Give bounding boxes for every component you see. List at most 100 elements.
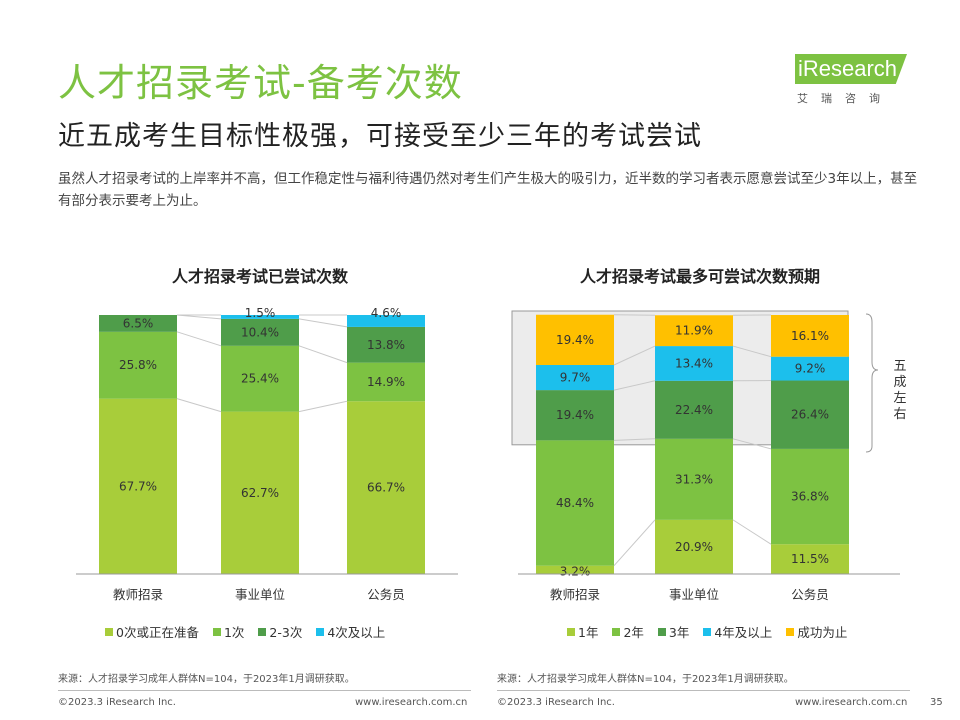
legend-item: 3年 bbox=[657, 622, 690, 641]
legend-swatch bbox=[657, 627, 666, 636]
bar-segment bbox=[655, 315, 733, 347]
bar-segment bbox=[655, 346, 733, 381]
bar-segment bbox=[347, 326, 425, 363]
data-label: 20.9% bbox=[675, 540, 713, 554]
legend-swatch bbox=[703, 627, 712, 636]
category-label: 教师招录 bbox=[113, 587, 163, 602]
chart1-source: 来源：人才招录学习成年人群体N=104，于2023年1月调研获取。 bbox=[58, 674, 355, 685]
footer-website-left: www.iresearch.com.cn bbox=[355, 697, 468, 708]
bar-segment bbox=[99, 398, 177, 574]
data-label: 16.1% bbox=[791, 329, 829, 343]
bar-segment bbox=[655, 438, 733, 520]
category-label: 事业单位 bbox=[669, 587, 719, 602]
data-label: 6.5% bbox=[123, 316, 154, 330]
bar-segment bbox=[771, 356, 849, 381]
bar-segment bbox=[347, 401, 425, 574]
data-label: 48.4% bbox=[556, 496, 594, 510]
iresearch-logo: iResearch 艾瑞咨询 bbox=[793, 50, 913, 110]
connector-line bbox=[613, 519, 656, 567]
annotation-brace bbox=[865, 313, 879, 453]
data-label: 11.5% bbox=[791, 552, 829, 566]
legend-item: 2年 bbox=[612, 622, 644, 641]
legend-item: 4次及以上 bbox=[316, 622, 385, 641]
legend-label: 2年 bbox=[623, 625, 644, 640]
bar-segment bbox=[99, 331, 177, 399]
bar-segment bbox=[771, 544, 849, 574]
chart1-title: 人才招录考试已尝试次数 bbox=[171, 267, 348, 286]
data-label: 14.9% bbox=[367, 375, 405, 389]
connector-line bbox=[613, 380, 656, 391]
footer-divider-left bbox=[58, 690, 471, 691]
legend-swatch bbox=[258, 627, 267, 636]
connector-line bbox=[176, 398, 222, 413]
bar-segment bbox=[536, 364, 614, 391]
bar-segment bbox=[347, 362, 425, 402]
connector-line bbox=[613, 438, 656, 441]
footer-copyright-left: ©2023.3 iResearch Inc. bbox=[58, 697, 176, 708]
bar-segment bbox=[536, 314, 614, 365]
category-label: 事业单位 bbox=[235, 587, 285, 602]
connector-line bbox=[613, 345, 656, 366]
bar-segment bbox=[771, 380, 849, 449]
bar-segment bbox=[536, 390, 614, 441]
data-label: 25.8% bbox=[119, 358, 157, 372]
chart2-legend: 1年 2年 3年 4年及以上 成功为止 bbox=[567, 622, 847, 641]
data-label: 9.2% bbox=[795, 362, 826, 376]
data-label: 13.4% bbox=[675, 356, 713, 370]
data-label: 10.4% bbox=[241, 325, 279, 339]
bar-segment bbox=[536, 565, 614, 574]
bar-segment bbox=[99, 315, 177, 332]
data-label: 25.4% bbox=[241, 372, 279, 386]
chart2-title: 人才招录考试最多可尝试次数预期 bbox=[579, 267, 820, 286]
legend-item: 1次 bbox=[212, 622, 245, 641]
data-label: 19.4% bbox=[556, 333, 594, 347]
data-label: 3.2% bbox=[560, 565, 591, 579]
bar-segment bbox=[347, 315, 425, 327]
data-label: 1.5% bbox=[245, 306, 276, 320]
annotation-text: 五 bbox=[893, 359, 906, 374]
chart1-legend: 0次或正在准备 1次 2-3次 4次及以上 bbox=[105, 622, 385, 641]
page-subtitle: 近五成考生目标性极强，可接受至少三年的考试尝试 bbox=[58, 121, 702, 152]
data-label: 66.7% bbox=[367, 481, 405, 495]
connector-line bbox=[732, 345, 772, 358]
bar-segment bbox=[771, 315, 849, 357]
data-label: 62.7% bbox=[241, 486, 279, 500]
data-label: 67.7% bbox=[119, 479, 157, 493]
data-label: 11.9% bbox=[675, 324, 713, 338]
legend-label: 成功为止 bbox=[797, 625, 848, 640]
legend-label: 3年 bbox=[668, 625, 690, 640]
connector-line bbox=[298, 318, 348, 328]
legend-item: 4年及以上 bbox=[703, 622, 772, 641]
bar-segment bbox=[655, 380, 733, 439]
bar-segment bbox=[221, 411, 299, 574]
legend-swatch bbox=[316, 627, 325, 636]
connector-line bbox=[298, 345, 348, 364]
annotation-text: 右 bbox=[893, 407, 906, 422]
legend-swatch bbox=[612, 627, 621, 636]
legend-label: 4次及以上 bbox=[327, 625, 386, 640]
legend-label: 1次 bbox=[223, 625, 245, 640]
bar-segment bbox=[536, 440, 614, 566]
bar-segment bbox=[771, 448, 849, 545]
connector-line bbox=[732, 519, 772, 545]
page-number: 35 bbox=[930, 697, 943, 708]
legend-swatch bbox=[105, 627, 113, 636]
connector-line bbox=[176, 331, 222, 347]
footer-divider-right bbox=[497, 690, 910, 691]
chart-expected-attempts: 3.2% 48.4% 19.4% 9.7% 19.4% 20.9% 31.3% 22.4% 13… bbox=[511, 310, 907, 602]
chart2-source: 来源：人才招录学习成年人群体N=104，于2023年1月调研获取。 bbox=[497, 674, 794, 685]
connector-line bbox=[176, 314, 222, 320]
data-label: 4.6% bbox=[371, 306, 402, 320]
connector-line bbox=[732, 438, 772, 450]
category-label: 公务员 bbox=[791, 587, 829, 602]
logo-text: iResearch bbox=[798, 56, 898, 81]
data-label: 22.4% bbox=[675, 403, 713, 417]
legend-label: 4年及以上 bbox=[714, 625, 773, 640]
legend-item: 成功为止 bbox=[786, 622, 847, 641]
category-label: 教师招录 bbox=[550, 587, 600, 602]
legend-swatch bbox=[212, 627, 221, 636]
legend-swatch bbox=[567, 627, 575, 636]
bar-segment bbox=[221, 315, 299, 319]
legend-label: 0次或正在准备 bbox=[116, 625, 199, 640]
legend-label: 1年 bbox=[578, 625, 599, 640]
